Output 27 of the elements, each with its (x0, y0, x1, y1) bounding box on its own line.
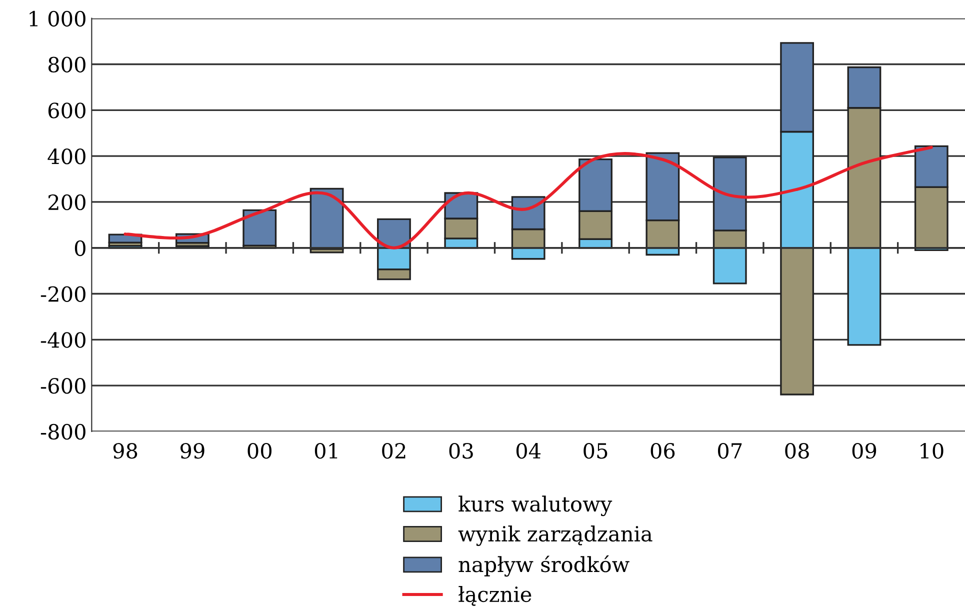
x-tick-label: 05 (584, 442, 608, 459)
x-tick-label: 00 (248, 442, 272, 459)
legend-label: wynik zarządzania (458, 525, 652, 546)
legend-label: łącznie (458, 586, 532, 606)
y-tick-label: 400 (48, 148, 86, 164)
y-tick-label: 1 000 (30, 10, 86, 27)
x-tick-label: 09 (852, 442, 876, 459)
x-tick-label: 08 (785, 442, 809, 459)
y-tick-label: -800 (40, 424, 86, 440)
y-tick-label: 0 (74, 240, 86, 256)
x-tick-label: 02 (382, 442, 406, 459)
x-tick-label: 07 (718, 442, 742, 459)
x-tick-label: 01 (314, 442, 338, 459)
y-tick-label: -200 (40, 286, 86, 302)
y-tick-label: 200 (48, 194, 86, 210)
x-tick-label: 10 (920, 442, 944, 459)
x-tick-label: 03 (449, 442, 473, 459)
y-tick-label: 800 (48, 56, 86, 72)
x-tick-label: 99 (180, 442, 204, 459)
legend-label: kurs walutowy (458, 496, 612, 516)
x-tick-label: 98 (113, 442, 138, 459)
y-tick-label: -400 (40, 332, 86, 348)
x-tick-label: 04 (516, 442, 541, 459)
y-tick-label: 600 (48, 102, 86, 118)
x-tick-label: 06 (650, 442, 675, 459)
legend-label: napływ środków (458, 555, 630, 577)
y-tick-label: -600 (40, 378, 86, 394)
